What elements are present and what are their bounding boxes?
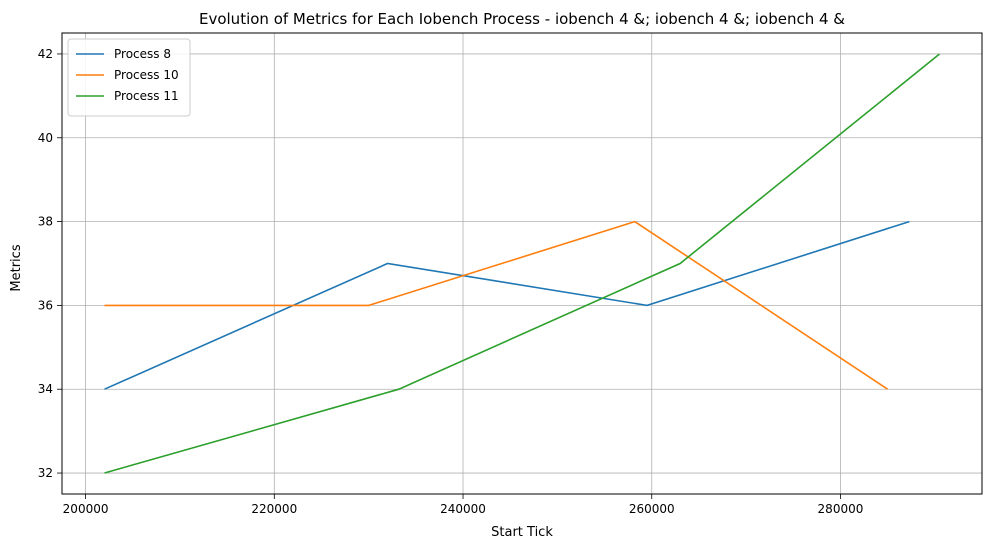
y-axis-ticks: 32 34 36 38 40 42 — [38, 47, 62, 480]
x-tick-label: 240000 — [440, 502, 486, 516]
x-axis-label: Start Tick — [491, 525, 553, 540]
y-tick-label: 42 — [38, 47, 53, 61]
y-tick-label: 32 — [38, 466, 53, 480]
series-lines — [104, 53, 941, 474]
x-tick-label: 200000 — [63, 502, 109, 516]
legend-entry-label: Process 8 — [114, 47, 171, 61]
legend: Process 8 Process 10 Process 11 — [67, 38, 191, 117]
x-tick-label: 220000 — [251, 502, 297, 516]
y-tick-label: 40 — [38, 131, 53, 145]
plot-area-frame — [61, 32, 983, 495]
series-line-process-8 — [104, 220, 910, 390]
x-tick-label: 280000 — [818, 502, 864, 516]
y-axis-label: Metrics — [9, 244, 24, 291]
y-tick-label: 34 — [38, 382, 53, 396]
x-tick-label: 260000 — [629, 502, 675, 516]
series-line-process-10 — [104, 220, 889, 390]
grid-lines — [62, 33, 982, 494]
y-tick-label: 38 — [38, 215, 53, 229]
legend-entry-label: Process 10 — [114, 68, 179, 82]
legend-entry-label: Process 11 — [114, 89, 179, 103]
chart-title: Evolution of Metrics for Each Iobench Pr… — [199, 10, 845, 28]
x-axis-ticks: 200000 220000 240000 260000 280000 — [63, 494, 864, 516]
y-tick-label: 36 — [38, 298, 53, 312]
series-line-process-11 — [104, 53, 941, 474]
